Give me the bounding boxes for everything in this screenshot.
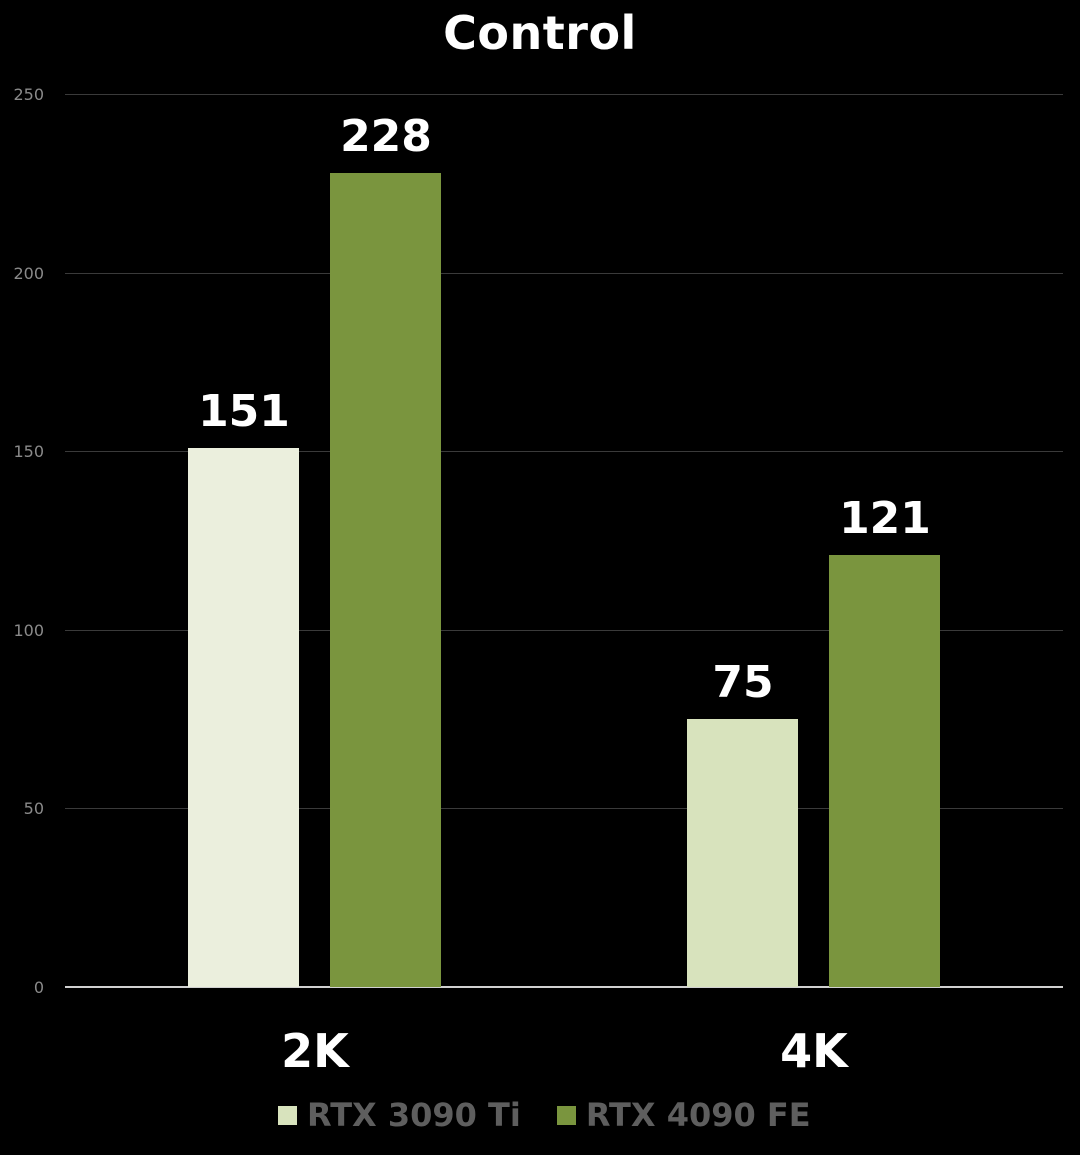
y-tick-100: 100 (13, 621, 44, 640)
gridline-100 (65, 630, 1063, 631)
x-axis-line (65, 986, 1063, 988)
bar-4k-rtx3090ti (687, 719, 798, 987)
value-label-2k-rtx3090ti: 151 (198, 386, 290, 437)
y-tick-150: 150 (13, 442, 44, 461)
y-tick-0: 0 (33, 978, 44, 997)
bar-2k-rtx4090fe (330, 173, 441, 987)
chart-title: Control (443, 6, 637, 60)
gridline-200 (65, 273, 1063, 274)
bar-4k-rtx4090fe (829, 555, 940, 987)
gridline-150 (65, 451, 1063, 452)
value-label-4k-rtx4090fe: 121 (839, 493, 931, 544)
category-label-2k: 2K (281, 1024, 349, 1078)
gridline-50 (65, 808, 1063, 809)
gridline-250 (65, 94, 1063, 95)
legend-label-rtx3090ti: RTX 3090 Ti (307, 1096, 521, 1134)
category-label-4k: 4K (780, 1024, 848, 1078)
legend-item-rtx4090fe: RTX 4090 FE (556, 1096, 811, 1134)
legend-item-rtx3090ti: RTX 3090 Ti (278, 1096, 521, 1134)
legend-label-rtx4090fe: RTX 4090 FE (585, 1096, 811, 1134)
legend-swatch-rtx4090fe (556, 1105, 576, 1125)
y-tick-50: 50 (23, 799, 44, 818)
legend-swatch-rtx3090ti (278, 1105, 297, 1125)
legend: RTX 3090 Ti RTX 4090 FE (278, 1096, 847, 1134)
y-tick-200: 200 (13, 264, 44, 283)
value-label-4k-rtx3090ti: 75 (712, 657, 774, 708)
value-label-2k-rtx4090fe: 228 (340, 111, 432, 162)
bar-2k-rtx3090ti (188, 448, 299, 987)
y-tick-250: 250 (13, 85, 44, 104)
